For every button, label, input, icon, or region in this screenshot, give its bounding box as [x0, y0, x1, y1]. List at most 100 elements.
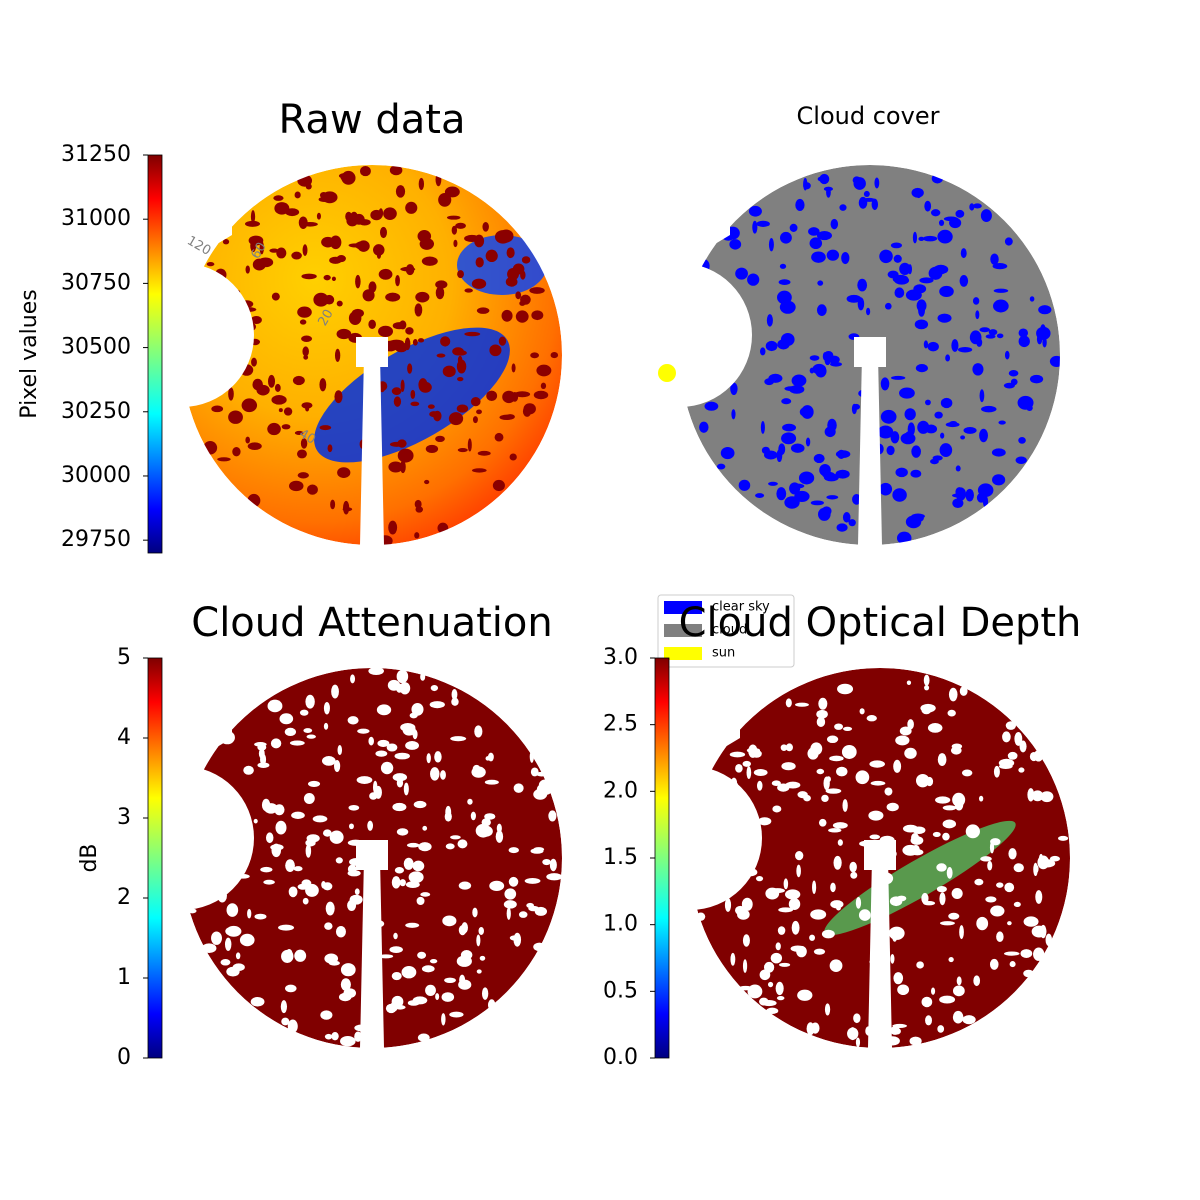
- speck: [288, 480, 304, 492]
- speck: [761, 1000, 777, 1007]
- speck: [324, 1033, 333, 1040]
- speck: [279, 713, 294, 725]
- speck: [927, 341, 939, 352]
- speck: [354, 1024, 369, 1032]
- speck: [472, 764, 481, 774]
- speck: [931, 173, 944, 184]
- colorbar-tick-label: 3.0: [603, 645, 638, 670]
- speck: [972, 203, 982, 209]
- speck: [720, 447, 735, 460]
- legend-swatch: [664, 601, 702, 614]
- legend-label: cloud: [712, 623, 747, 638]
- speck: [323, 701, 330, 715]
- speck: [842, 799, 848, 812]
- speck: [1035, 890, 1043, 904]
- speck: [515, 291, 522, 300]
- speck: [738, 479, 751, 491]
- speck: [963, 426, 977, 434]
- speck: [273, 195, 284, 201]
- speck: [226, 966, 240, 977]
- speck: [476, 257, 482, 266]
- speck: [843, 726, 853, 731]
- speck: [931, 987, 936, 995]
- speck: [476, 934, 481, 947]
- speck: [1026, 405, 1033, 411]
- speck: [816, 304, 827, 316]
- speck: [457, 270, 464, 279]
- speck: [849, 1027, 856, 1041]
- speck: [869, 760, 885, 768]
- speck: [989, 841, 995, 854]
- colorbar: [147, 154, 163, 554]
- speck: [979, 428, 988, 443]
- speck: [392, 773, 408, 782]
- speck: [912, 826, 926, 834]
- speck: [924, 200, 932, 212]
- speck: [875, 857, 883, 866]
- speck: [940, 432, 945, 439]
- speck: [405, 741, 420, 750]
- speck: [979, 327, 991, 333]
- speck: [765, 340, 778, 352]
- speck: [879, 249, 893, 264]
- speck: [904, 408, 916, 421]
- speck: [939, 285, 954, 298]
- speck: [768, 481, 778, 486]
- speck: [809, 934, 816, 941]
- speck: [973, 975, 981, 987]
- speck: [955, 209, 965, 218]
- speck: [1039, 324, 1047, 338]
- speck: [879, 482, 893, 496]
- speck: [390, 1001, 398, 1012]
- speck: [708, 352, 713, 359]
- speck: [267, 374, 276, 388]
- speck: [977, 483, 994, 497]
- speck: [797, 989, 813, 1001]
- speck: [768, 238, 774, 252]
- speck: [839, 204, 847, 211]
- speck: [714, 834, 729, 844]
- speck: [449, 1011, 464, 1018]
- speck: [836, 523, 848, 532]
- speck: [790, 782, 795, 787]
- speck: [948, 687, 958, 702]
- speck: [396, 828, 409, 836]
- speck: [755, 493, 765, 498]
- speck: [195, 894, 204, 906]
- speck: [203, 440, 218, 455]
- speck: [494, 230, 511, 244]
- speck: [452, 347, 464, 356]
- speck: [225, 927, 234, 936]
- speck: [826, 249, 840, 261]
- speck: [422, 825, 428, 831]
- speck: [1020, 949, 1033, 958]
- speck: [376, 704, 392, 716]
- speck: [331, 276, 336, 282]
- speck: [791, 374, 807, 387]
- speck: [214, 268, 227, 282]
- speck: [267, 422, 281, 436]
- speck: [481, 987, 489, 1000]
- speck: [803, 182, 811, 190]
- speck: [194, 820, 207, 825]
- speck: [375, 750, 388, 757]
- speck: [412, 860, 425, 872]
- speck: [440, 770, 446, 780]
- speck: [965, 824, 980, 839]
- speck: [183, 392, 193, 403]
- speck: [808, 227, 820, 236]
- speck: [429, 958, 438, 964]
- speck: [331, 684, 339, 699]
- speck: [825, 788, 842, 794]
- speck: [456, 359, 467, 374]
- speck: [729, 239, 742, 250]
- speck: [957, 346, 973, 353]
- speck: [893, 972, 904, 985]
- speck: [778, 279, 791, 285]
- speck: [1036, 333, 1043, 345]
- speck: [969, 330, 982, 345]
- speck: [859, 708, 865, 715]
- speck: [529, 750, 534, 763]
- speck: [257, 762, 270, 768]
- speck: [961, 769, 973, 777]
